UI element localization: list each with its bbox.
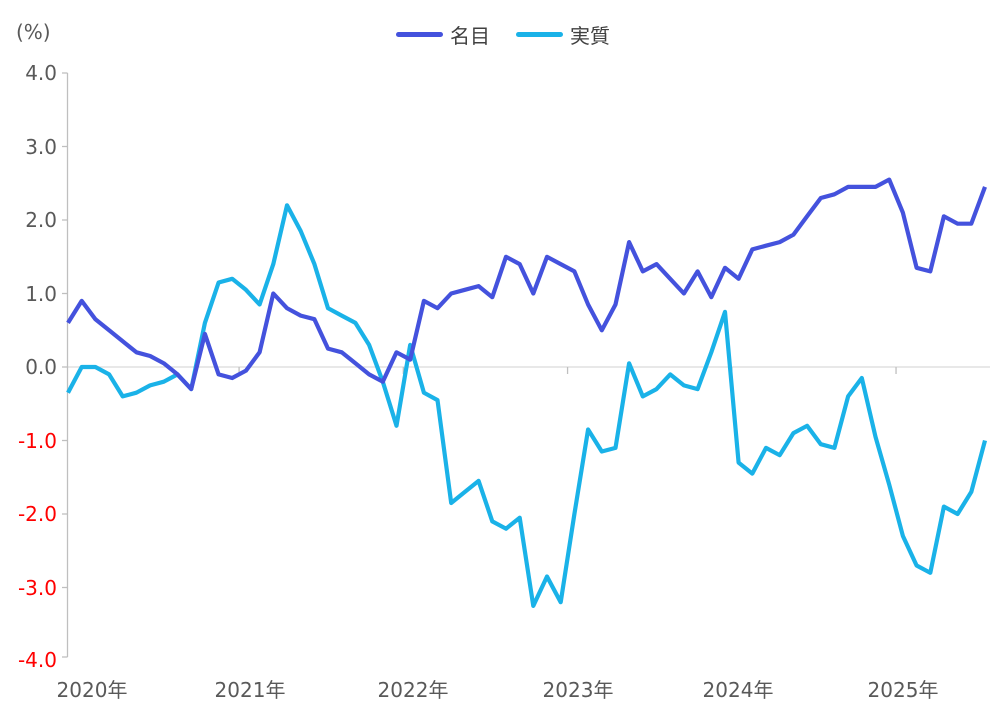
nominal-series-label: 名目 xyxy=(450,24,490,48)
y-tick-label: -4.0 xyxy=(17,648,57,672)
x-tick-label: 2023年 xyxy=(542,678,614,702)
y-tick-label: 3.0 xyxy=(25,134,57,159)
y-tick-label: -2.0 xyxy=(17,502,57,526)
legend-item-real: 実質 xyxy=(516,20,610,49)
x-tick-label: 2022年 xyxy=(377,678,449,702)
y-tick-label: -1.0 xyxy=(17,428,57,453)
x-tick-label: 2024年 xyxy=(702,678,774,702)
x-tick-label: 2025年 xyxy=(867,678,939,702)
x-tick-label: 2021年 xyxy=(214,678,286,702)
y-tick-label: 2.0 xyxy=(25,208,57,232)
legend-item-nominal: 名目 xyxy=(396,20,490,49)
nominal-series-swatch xyxy=(396,32,443,37)
real-series-label: 実質 xyxy=(570,24,610,48)
chart-legend: 名目 実質 xyxy=(396,20,610,49)
real-series-swatch xyxy=(516,32,563,37)
y-tick-label: -3.0 xyxy=(17,575,57,600)
y-axis-unit-label: (%) xyxy=(16,20,51,44)
y-tick-label: 0.0 xyxy=(25,355,57,379)
series-line-実質 xyxy=(66,203,988,609)
x-tick-label: 2020年 xyxy=(56,678,128,702)
y-tick-label: 4.0 xyxy=(25,61,57,85)
series-line-名目 xyxy=(66,177,987,392)
y-tick-label: 1.0 xyxy=(25,281,57,306)
